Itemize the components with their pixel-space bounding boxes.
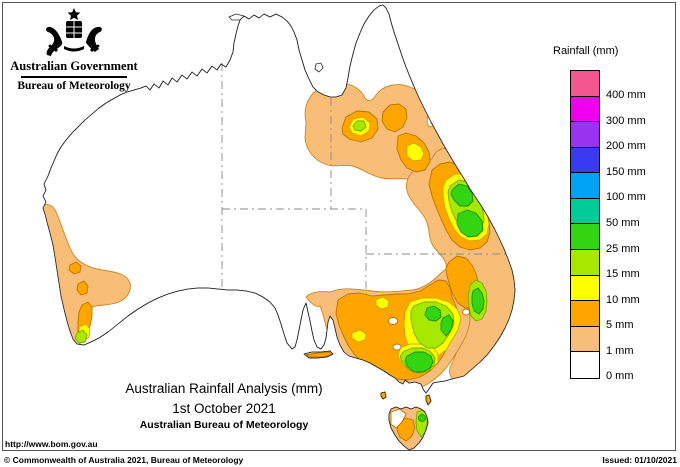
legend-cell — [571, 147, 599, 174]
legend-cell — [571, 352, 599, 378]
legend-cell — [571, 224, 599, 251]
legend-cell — [571, 122, 599, 148]
map-title: Australian Rainfall Analysis (mm) — [125, 381, 323, 396]
legend-label: 200 mm — [606, 140, 646, 153]
legend-cell — [571, 71, 599, 97]
coat-of-arms-icon — [46, 8, 102, 56]
legend-label: 150 mm — [606, 165, 646, 178]
legend-label: 0 mm — [606, 370, 634, 383]
state-borders — [221, 63, 508, 352]
legend-cell — [571, 275, 599, 302]
map-subtitle: Australian Bureau of Meteorology — [139, 419, 309, 431]
legend-label: 400 mm — [606, 89, 646, 102]
map-date: 1st October 2021 — [172, 401, 276, 416]
legend-cell — [571, 301, 599, 327]
bom-logo: Australian Government Bureau of Meteorol… — [8, 6, 140, 92]
rainfall-region-25mm — [404, 183, 485, 422]
legend-cell — [571, 96, 599, 123]
map-title-block: Australian Rainfall Analysis (mm) 1st Oc… — [74, 381, 374, 431]
copyright-text: © Commonwealth of Australia 2021, Bureau… — [4, 455, 244, 465]
legend-cell — [571, 198, 599, 225]
legend-cell — [571, 250, 599, 276]
legend-cell — [571, 173, 599, 199]
rainfall-region-0mm-holes — [388, 308, 470, 429]
bureau-title: Bureau of Meteorology — [17, 79, 131, 92]
bom-url: http://www.bom.gov.au — [5, 439, 98, 449]
legend-cell — [571, 326, 599, 353]
legend-label: 100 mm — [606, 191, 646, 204]
legend-label: 10 mm — [606, 293, 640, 306]
rainfall-legend: Rainfall (mm) 400 mm 300 mm 200 mm 150 mm 10… — [553, 45, 677, 390]
legend-label: 25 mm — [606, 242, 640, 255]
legend-label: 50 mm — [606, 216, 640, 229]
legend-label: 15 mm — [606, 268, 640, 281]
issued-date: Issued: 01/10/2021 — [602, 455, 677, 465]
legend-label: 300 mm — [606, 114, 646, 127]
gov-title: Australian Government — [10, 59, 138, 73]
legend-colorbar — [570, 70, 600, 379]
logo-divider — [21, 76, 127, 78]
legend-label: 1 mm — [606, 344, 634, 357]
legend-title: Rainfall (mm) — [553, 45, 619, 57]
legend-label: 5 mm — [606, 319, 634, 332]
